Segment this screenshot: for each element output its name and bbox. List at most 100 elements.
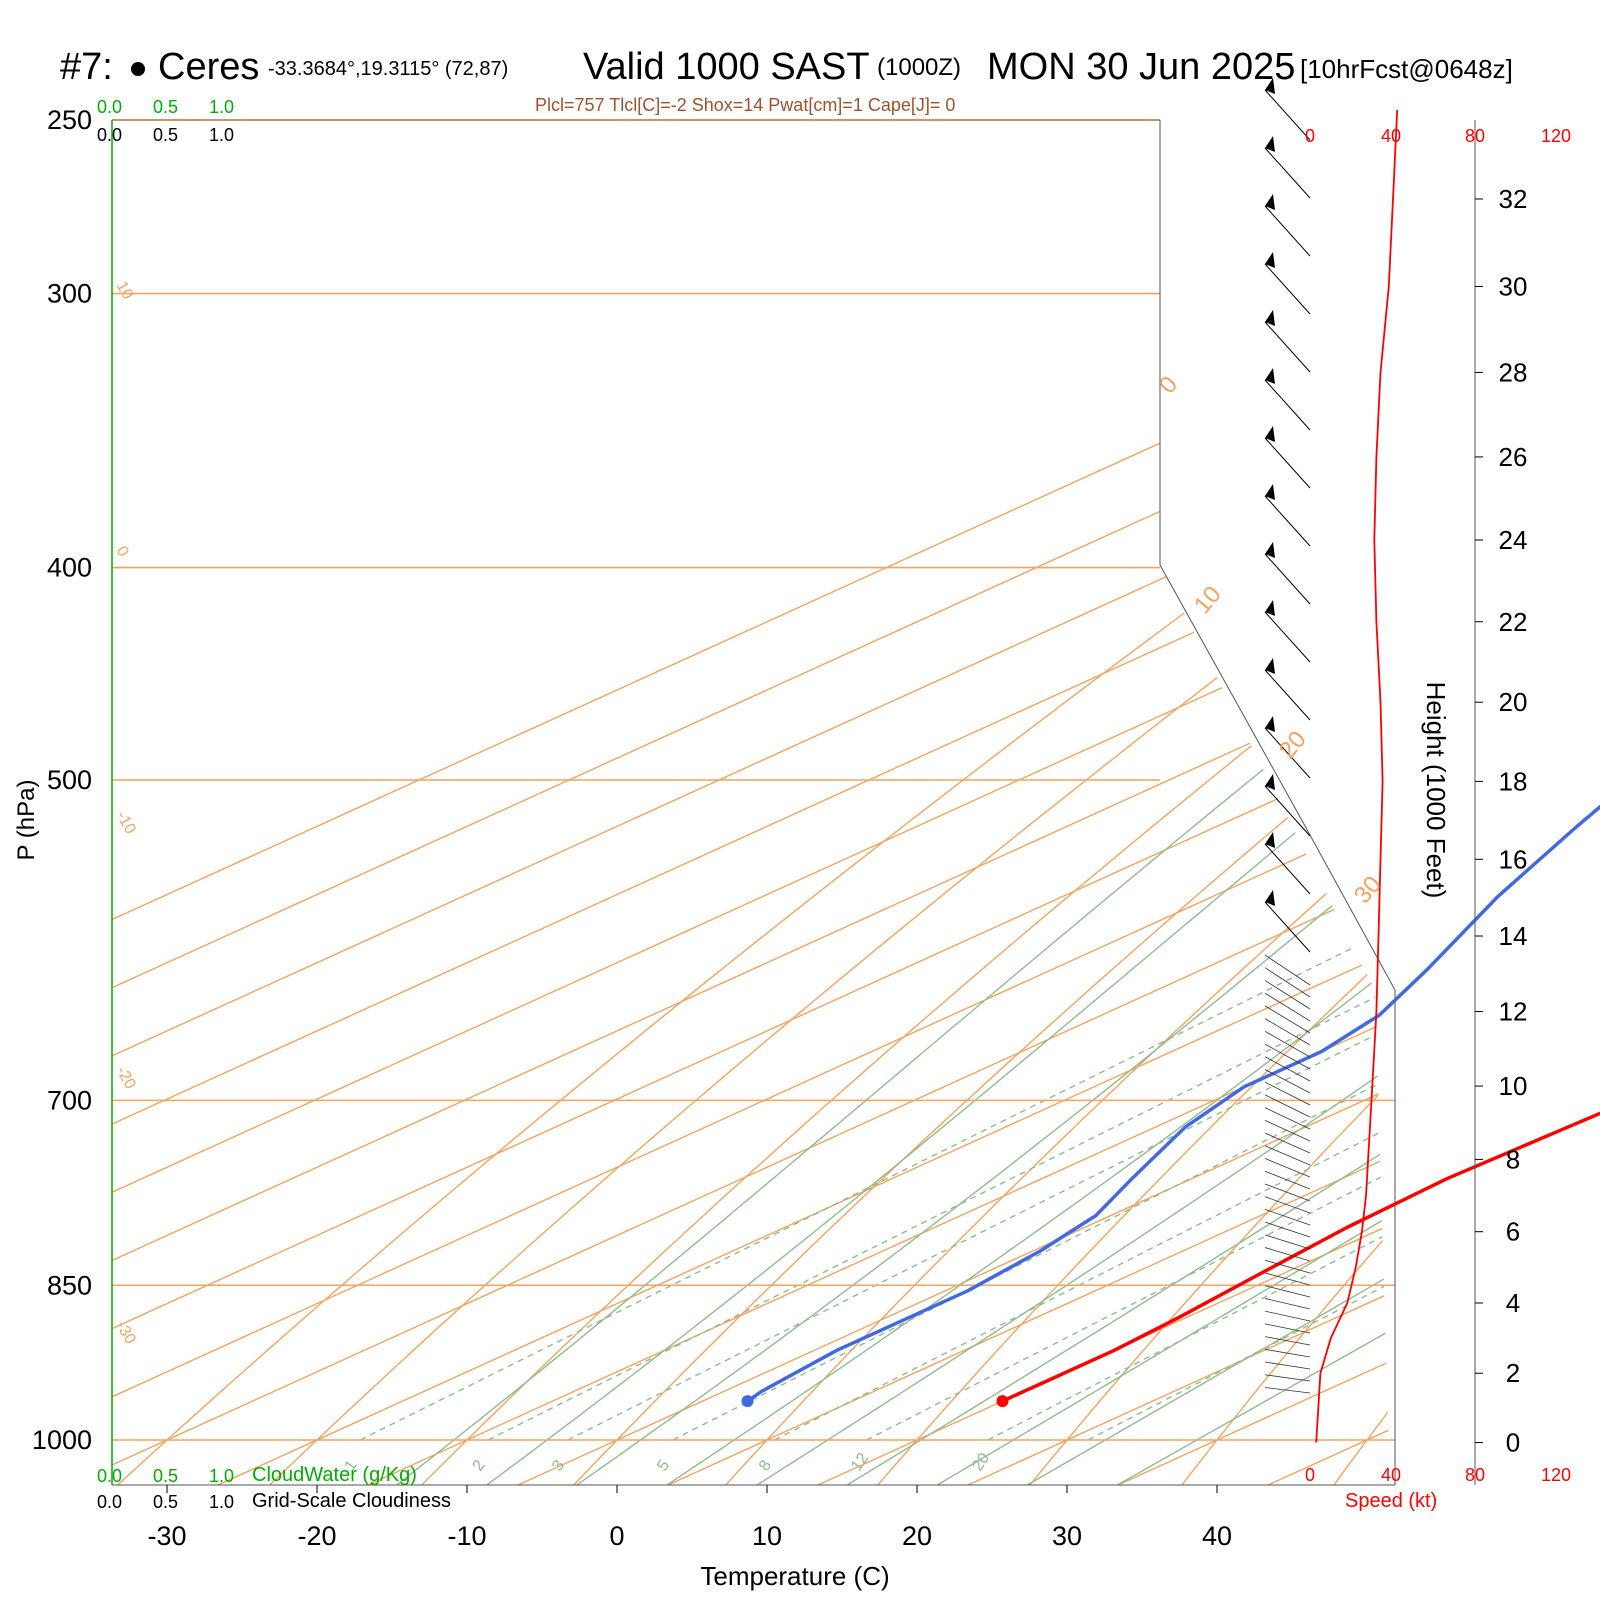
height-tick-label: 4: [1506, 1288, 1520, 1318]
moist-adiabat-line: [934, 120, 1390, 1485]
x-tick-label: -30: [147, 1521, 186, 1551]
x-axis-label: Temperature (C): [700, 1561, 889, 1591]
wind-barb-flag: [1265, 658, 1275, 674]
dry-adiabat-line: [1173, 120, 1390, 1485]
dry-adiabat-line: [715, 120, 1390, 1485]
wind-barb-flag: [1265, 484, 1275, 500]
wind-barb: [1264, 1361, 1311, 1370]
wind-speed-line: [1315, 109, 1399, 1443]
speed-tick-top-0: 0: [1305, 126, 1316, 146]
wind-barb: [1264, 1348, 1311, 1358]
pressure-tick-label: 250: [47, 105, 92, 135]
x-tick-label: 40: [1202, 1521, 1232, 1551]
wind-barbs: [1264, 78, 1311, 1394]
mixing-ratio-line: [672, 566, 1390, 1441]
wind-barb: [1264, 89, 1311, 141]
mixing-ratio-line: [774, 566, 1390, 1441]
mixing-ratio-line: [567, 566, 1390, 1441]
isotherm-line: [112, 120, 1390, 1485]
isotherms: [112, 120, 1390, 1485]
cloudwater-tick-bottom-2: 1.0: [209, 1466, 235, 1486]
isotherm-label: 20: [1274, 726, 1312, 764]
isotherm-label: -10: [113, 809, 139, 838]
x-tick-label: 30: [1052, 1521, 1082, 1551]
speed-axis-label: Speed (kt): [1345, 1490, 1438, 1512]
wind-barb-flag: [1265, 194, 1275, 210]
moist-adiabat-line: [1024, 120, 1390, 1485]
wind-barb: [1264, 967, 1311, 998]
wind-barb: [1264, 1183, 1311, 1202]
dry-adiabat-line: [410, 120, 1390, 1485]
wind-barb: [1264, 1374, 1311, 1382]
height-tick-label: 16: [1499, 844, 1528, 874]
mixing-ratio-lines: 1 2 3 5 8 12 20: [341, 566, 1390, 1474]
cloudwater-tick-1: 0.5: [153, 97, 179, 117]
wind-barb: [1264, 611, 1311, 663]
wind-barb: [1264, 1119, 1311, 1142]
mixing-ratio-label: 12: [848, 1450, 872, 1474]
moist-adiabat-line: [844, 120, 1390, 1485]
mixing-ratio-label: 8: [756, 1457, 775, 1474]
isotherm-label: -20: [113, 1064, 139, 1093]
dry-adiabat-line: [563, 120, 1390, 1485]
isotherm-line: [794, 120, 1390, 1485]
wind-barb: [1264, 992, 1311, 1022]
axes: 2503004005007008501000100-10-20-30010203…: [13, 105, 1527, 1591]
moist-adiabat-line: [754, 120, 1390, 1485]
wind-barb: [1264, 1107, 1311, 1130]
wind-barb: [1264, 1298, 1311, 1310]
valid-date: MON 30 Jun 2025: [987, 46, 1296, 88]
isotherm-label: 0: [1154, 371, 1183, 399]
pressure-tick-label: 500: [47, 765, 92, 795]
height-tick-label: 2: [1506, 1358, 1520, 1388]
mixing-ratio-label: 5: [654, 1457, 673, 1474]
wind-barb: [1264, 1005, 1311, 1034]
moist-adiabats: [394, 120, 1390, 1485]
cloudiness-label: Grid-Scale Cloudiness: [252, 1490, 451, 1512]
pressure-tick-label: 700: [47, 1085, 92, 1115]
speed-tick-top-1: 40: [1381, 126, 1402, 146]
cloudwater-tick-bottom-0: 0.0: [97, 1466, 123, 1486]
zulu-time: (1000Z): [877, 54, 962, 81]
height-tick-label: 26: [1499, 442, 1528, 472]
wind-barb: [1264, 1081, 1311, 1106]
wind-barb: [1264, 1018, 1311, 1046]
dewpoint-line: [746, 804, 1600, 1403]
speed-tick-bottom-1: 40: [1381, 1465, 1402, 1485]
wind-barb: [1264, 954, 1311, 986]
wind-barb-flag: [1265, 310, 1275, 326]
cloudiness-tick-0: 0.0: [97, 125, 123, 145]
mixing-ratio-line: [866, 566, 1390, 1441]
dry-adiabat-line: [258, 120, 1390, 1485]
wind-barb-flag: [1265, 136, 1275, 152]
height-tick-label: 12: [1499, 997, 1528, 1027]
moist-adiabat-line: [394, 120, 1390, 1485]
cloudiness-tick-2: 1.0: [209, 125, 235, 145]
x-tick-label: 20: [902, 1521, 932, 1551]
wind-barb-flag: [1265, 78, 1275, 94]
wind-barb: [1264, 1221, 1311, 1238]
isobars: [112, 119, 1395, 1441]
isotherm-label: 10: [1189, 581, 1227, 619]
pressure-tick-label: 400: [47, 553, 92, 583]
height-tick-label: 24: [1499, 525, 1528, 555]
wind-barb: [1264, 1209, 1311, 1226]
wind-barb: [1264, 1323, 1311, 1334]
isotherm-label: -30: [113, 1319, 139, 1348]
isotherm-label: 0: [113, 544, 132, 560]
x-tick-label: 0: [609, 1521, 624, 1551]
moist-adiabat-line: [1114, 120, 1390, 1485]
wind-barb: [1264, 785, 1311, 837]
dry-adiabat-line: [1479, 81, 1600, 1495]
speed-tick-bottom-3: 120: [1541, 1465, 1572, 1485]
valid-time: Valid 1000 SAST: [583, 46, 870, 88]
wind-barb: [1264, 1234, 1311, 1250]
station-coords: -33.3684°,19.3115° (72,87): [268, 58, 509, 80]
wind-barb: [1264, 205, 1311, 257]
height-tick-label: 6: [1506, 1217, 1520, 1247]
wind-speed-profile: [1315, 109, 1399, 1443]
wind-barb: [1264, 495, 1311, 547]
wind-barb-flag: [1265, 252, 1275, 268]
cloudwater-tick-0: 0.0: [97, 97, 123, 117]
wind-barb-flag: [1265, 890, 1275, 906]
